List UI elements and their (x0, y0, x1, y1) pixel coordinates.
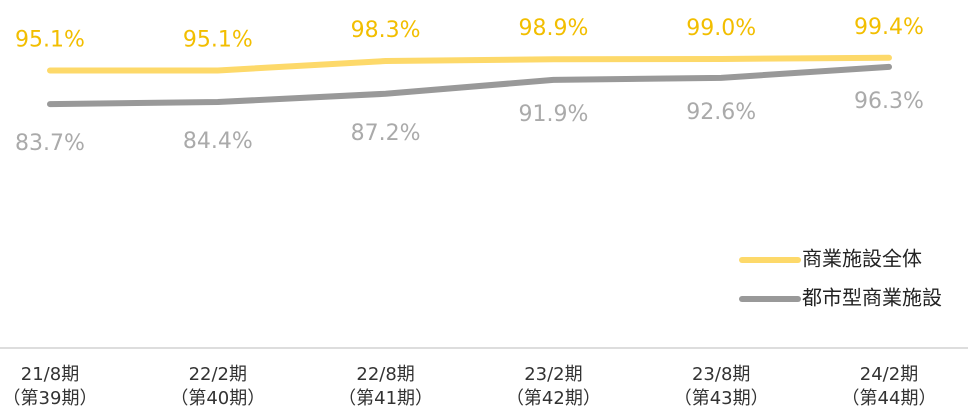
data-label: 95.1% (183, 27, 253, 52)
data-label: 99.0% (686, 16, 756, 41)
x-tick-label: 23/2期 (524, 364, 582, 385)
data-label: 95.1% (15, 27, 85, 52)
series-line (47, 54, 892, 74)
x-tick-label: （第39期） (3, 388, 98, 409)
x-tick-label: （第43期） (674, 388, 769, 409)
x-tick-label: 22/2期 (189, 364, 247, 385)
series-line (47, 63, 892, 108)
x-tick-label: 22/8期 (356, 364, 414, 385)
data-label: 84.4% (183, 129, 253, 154)
data-label: 99.4% (854, 15, 924, 40)
data-label: 98.9% (518, 16, 588, 41)
x-tick-label: 21/8期 (21, 364, 79, 385)
legend-label: 都市型商業施設 (802, 286, 942, 310)
x-tick-label: （第42期） (506, 388, 601, 409)
x-tick-label: 24/2期 (860, 364, 918, 385)
x-tick-label: （第40期） (170, 388, 265, 409)
data-label: 83.7% (15, 131, 85, 156)
x-tick-label: 23/8期 (692, 364, 750, 385)
data-label: 91.9% (518, 102, 588, 127)
x-tick-label: （第44期） (842, 388, 937, 409)
data-label: 87.2% (351, 121, 421, 146)
legend-label: 商業施設全体 (802, 247, 922, 271)
data-label: 92.6% (686, 100, 756, 125)
x-tick-label: （第41期） (338, 388, 433, 409)
data-label: 98.3% (351, 18, 421, 43)
data-label: 96.3% (854, 89, 924, 114)
